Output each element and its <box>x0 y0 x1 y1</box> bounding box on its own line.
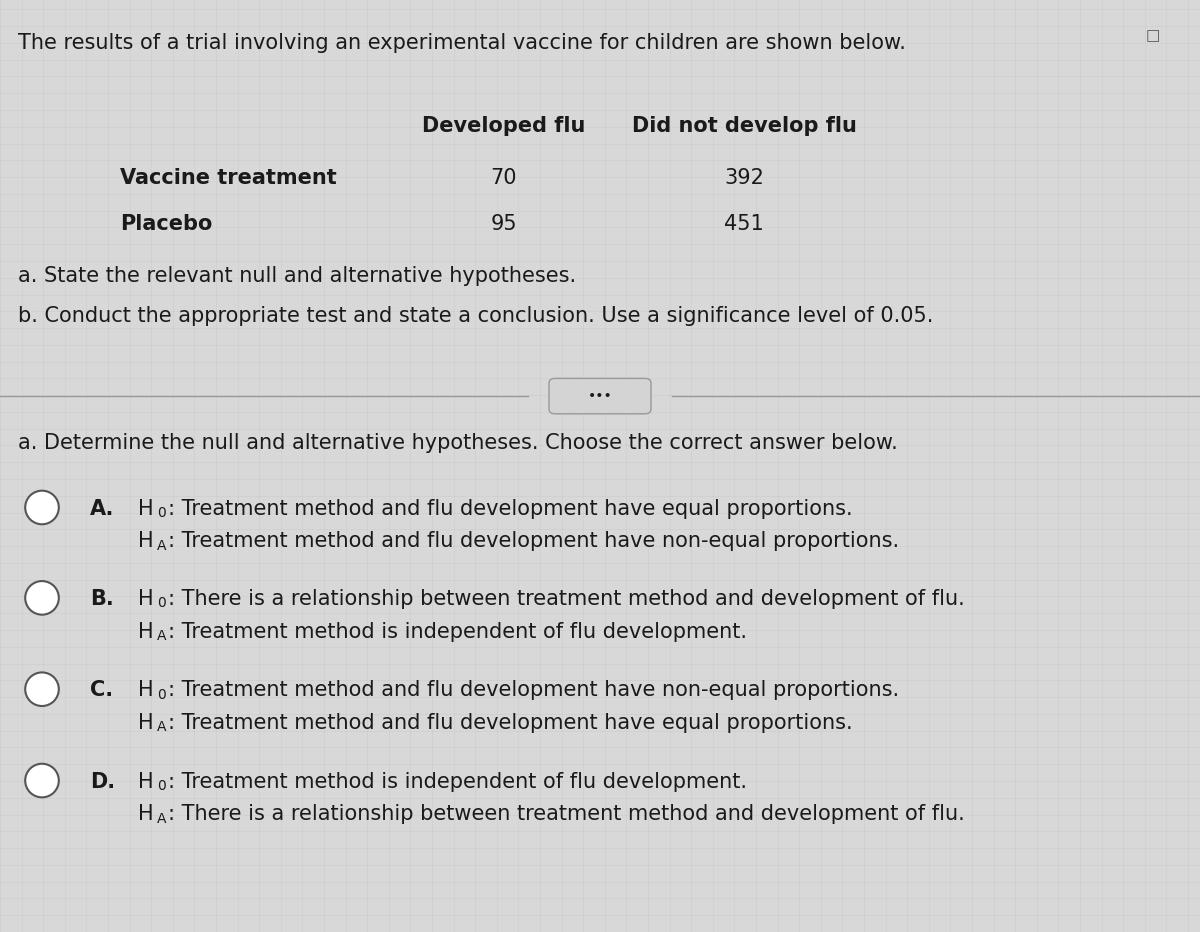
Text: : Treatment method and flu development have equal proportions.: : Treatment method and flu development h… <box>168 713 853 733</box>
Text: Developed flu: Developed flu <box>422 116 586 136</box>
Ellipse shape <box>25 490 59 525</box>
Text: H: H <box>138 531 154 551</box>
Text: H: H <box>138 680 154 700</box>
Text: □: □ <box>1146 28 1160 43</box>
Text: C.: C. <box>90 680 113 700</box>
Text: : Treatment method and flu development have equal proportions.: : Treatment method and flu development h… <box>168 499 853 518</box>
Text: : Treatment method and flu development have non-equal proportions.: : Treatment method and flu development h… <box>168 531 899 551</box>
Text: a. Determine the null and alternative hypotheses. Choose the correct answer belo: a. Determine the null and alternative hy… <box>18 433 898 453</box>
Text: : There is a relationship between treatment method and development of flu.: : There is a relationship between treatm… <box>168 589 965 609</box>
Text: B.: B. <box>90 589 114 609</box>
Text: 451: 451 <box>724 214 764 234</box>
Text: 0: 0 <box>157 596 166 610</box>
Text: H: H <box>138 589 154 609</box>
Text: 0: 0 <box>157 779 166 793</box>
Text: Did not develop flu: Did not develop flu <box>631 116 857 136</box>
Text: H: H <box>138 622 154 641</box>
Text: 392: 392 <box>724 168 764 187</box>
Text: D.: D. <box>90 772 115 791</box>
Text: H: H <box>138 713 154 733</box>
Ellipse shape <box>25 763 59 798</box>
Text: 0: 0 <box>157 688 166 702</box>
Text: H: H <box>138 499 154 518</box>
Text: b. Conduct the appropriate test and state a conclusion. Use a significance level: b. Conduct the appropriate test and stat… <box>18 306 934 325</box>
Text: A: A <box>157 539 167 553</box>
Ellipse shape <box>25 581 59 615</box>
Text: Placebo: Placebo <box>120 214 212 234</box>
Text: : Treatment method is independent of flu development.: : Treatment method is independent of flu… <box>168 622 746 641</box>
Text: H: H <box>138 772 154 791</box>
Text: A: A <box>157 812 167 826</box>
Text: •••: ••• <box>588 389 612 404</box>
Text: A: A <box>157 720 167 734</box>
Text: : Treatment method and flu development have non-equal proportions.: : Treatment method and flu development h… <box>168 680 899 700</box>
Text: : Treatment method is independent of flu development.: : Treatment method is independent of flu… <box>168 772 746 791</box>
Text: A.: A. <box>90 499 114 518</box>
FancyBboxPatch shape <box>550 378 650 414</box>
Text: A: A <box>157 629 167 643</box>
Text: 95: 95 <box>491 214 517 234</box>
Text: : There is a relationship between treatment method and development of flu.: : There is a relationship between treatm… <box>168 804 965 824</box>
Text: 0: 0 <box>157 506 166 520</box>
Text: The results of a trial involving an experimental vaccine for children are shown : The results of a trial involving an expe… <box>18 33 906 52</box>
Text: H: H <box>138 804 154 824</box>
Text: Vaccine treatment: Vaccine treatment <box>120 168 337 187</box>
Text: a. State the relevant null and alternative hypotheses.: a. State the relevant null and alternati… <box>18 266 576 285</box>
Text: 70: 70 <box>491 168 517 187</box>
Ellipse shape <box>25 672 59 706</box>
